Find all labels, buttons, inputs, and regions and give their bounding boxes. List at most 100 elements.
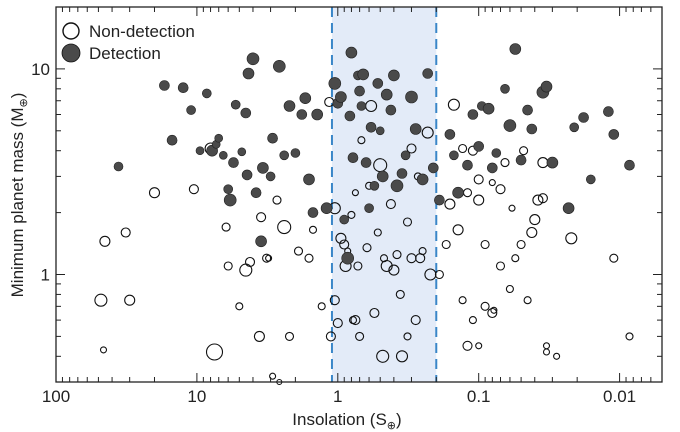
- detection-point: [303, 173, 315, 186]
- detection-point: [503, 119, 517, 132]
- non-detection-point: [376, 349, 390, 363]
- non-detection-point: [421, 126, 434, 139]
- detection-point: [240, 107, 252, 119]
- non-detection-point: [332, 318, 343, 329]
- x-tick-label: 1: [333, 387, 342, 406]
- non-detection-point: [94, 293, 108, 307]
- non-detection-point: [480, 301, 490, 311]
- detection-point: [500, 84, 510, 94]
- non-detection-point: [537, 193, 548, 204]
- non-detection-point: [526, 226, 538, 239]
- non-detection-point: [537, 157, 549, 169]
- detection-point: [223, 193, 237, 207]
- non-detection-point: [462, 188, 473, 198]
- detection-point: [279, 150, 290, 161]
- non-detection-point: [350, 315, 361, 326]
- detection-point: [159, 80, 170, 91]
- non-detection-point: [304, 253, 314, 263]
- non-detection-point: [205, 343, 224, 361]
- detection-point: [202, 88, 212, 99]
- detection-point: [444, 129, 456, 140]
- detection-point: [345, 46, 358, 59]
- detection-point: [486, 162, 498, 174]
- non-detection-point: [508, 204, 516, 212]
- detection-point: [467, 109, 479, 120]
- detection-point: [603, 106, 614, 117]
- non-detection-point: [99, 346, 108, 354]
- detection-point: [449, 150, 459, 161]
- non-detection-point: [473, 174, 484, 185]
- detection-point: [356, 101, 367, 111]
- detection-point: [166, 134, 178, 146]
- detection-point: [522, 104, 533, 116]
- y-tick-label: 1: [41, 265, 50, 284]
- non-detection-point: [392, 250, 402, 260]
- non-detection-point: [402, 217, 413, 227]
- detection-point: [376, 170, 389, 183]
- detection-point: [296, 109, 308, 120]
- legend: Non-detection Detection: [61, 22, 195, 63]
- non-detection-point: [625, 332, 634, 341]
- non-detection-point: [473, 194, 485, 206]
- non-detection-point: [369, 307, 380, 319]
- detection-point: [396, 168, 408, 179]
- detection-point: [509, 43, 522, 55]
- detection-point: [452, 186, 464, 199]
- non-detection-point: [488, 179, 496, 187]
- detection-point: [515, 154, 527, 166]
- x-tick-label: 100: [42, 387, 70, 406]
- non-detection-point: [148, 187, 161, 199]
- non-detection-point: [523, 296, 532, 305]
- non-detection-point: [244, 256, 256, 268]
- detection-point: [546, 156, 559, 169]
- non-detection-point: [120, 227, 131, 238]
- detection-point: [299, 92, 312, 104]
- non-detection-point: [362, 243, 372, 253]
- non-detection-point: [529, 214, 541, 226]
- non-detection-point: [495, 261, 506, 271]
- non-detection-point: [490, 306, 498, 314]
- detection-point: [365, 122, 377, 133]
- detection-point: [360, 157, 372, 168]
- detection-point: [219, 151, 228, 160]
- detection-point: [375, 126, 385, 136]
- non-detection-point: [380, 259, 393, 273]
- non-detection-point: [519, 146, 529, 156]
- detection-point: [491, 148, 502, 158]
- non-detection-point: [487, 307, 498, 319]
- detection-point: [354, 85, 365, 97]
- non-detection-point: [452, 224, 464, 236]
- y-tick-label: 10: [31, 60, 50, 79]
- non-detection-point: [277, 220, 292, 235]
- x-tick-label: 0.1: [467, 387, 491, 406]
- legend-label-non-detection: Non-detection: [89, 22, 195, 41]
- x-tick-label: 10: [187, 387, 206, 406]
- detection-point: [223, 184, 233, 194]
- detection-point: [246, 52, 260, 66]
- non-detection-point: [395, 350, 409, 363]
- non-detection-point: [293, 246, 304, 256]
- axis-ticks: 100 10 1 0.1 0.01 1 10: [31, 6, 663, 406]
- detection-point: [241, 169, 253, 181]
- non-detection-point: [434, 269, 444, 280]
- detection-point: [569, 122, 580, 133]
- detection-point: [369, 181, 380, 191]
- detection-point: [409, 123, 422, 135]
- non-detection-point: [395, 289, 405, 299]
- plot-frame: [55, 6, 663, 383]
- non-detection-point: [480, 239, 490, 250]
- detection-point: [242, 67, 255, 80]
- detection-point: [434, 194, 445, 206]
- detection-point: [267, 132, 278, 144]
- non-detection-point: [308, 225, 318, 234]
- non-detection-point: [253, 330, 265, 342]
- detection-point: [388, 69, 400, 82]
- non-detection-point: [373, 228, 382, 237]
- detection-point: [177, 82, 189, 93]
- detection-point: [347, 152, 359, 163]
- non-detection-point: [347, 210, 356, 219]
- detection-point: [416, 173, 429, 186]
- detection-point: [585, 174, 596, 185]
- non-detection-point: [511, 254, 520, 263]
